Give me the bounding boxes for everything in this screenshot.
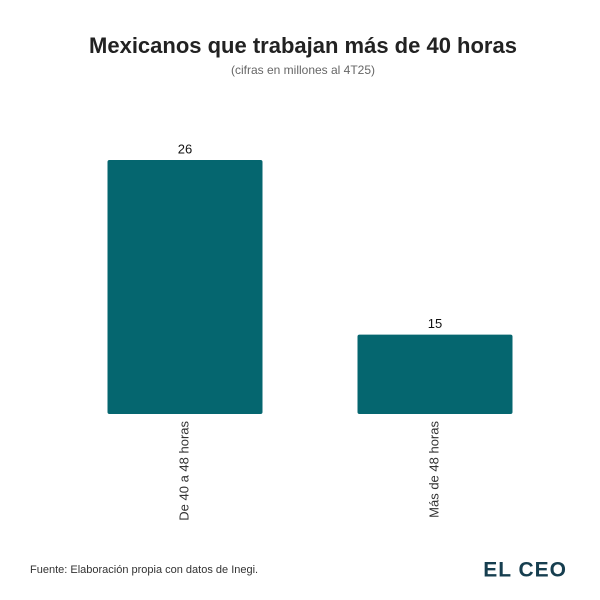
value-label: 15 bbox=[428, 316, 442, 331]
source-note: Fuente: Elaboración propia con datos de … bbox=[30, 564, 258, 576]
bar bbox=[357, 334, 513, 414]
value-label: 26 bbox=[178, 141, 192, 156]
chart-title: Mexicanos que trabajan más de 40 horas bbox=[89, 33, 517, 58]
logo: EL CEO bbox=[483, 559, 567, 582]
chart-subtitle: (cifras en millones al 4T25) bbox=[231, 63, 375, 77]
x-tick-label: De 40 a 48 horas bbox=[176, 421, 191, 521]
x-tick-label: Más de 48 horas bbox=[426, 421, 441, 518]
bar bbox=[107, 160, 263, 414]
